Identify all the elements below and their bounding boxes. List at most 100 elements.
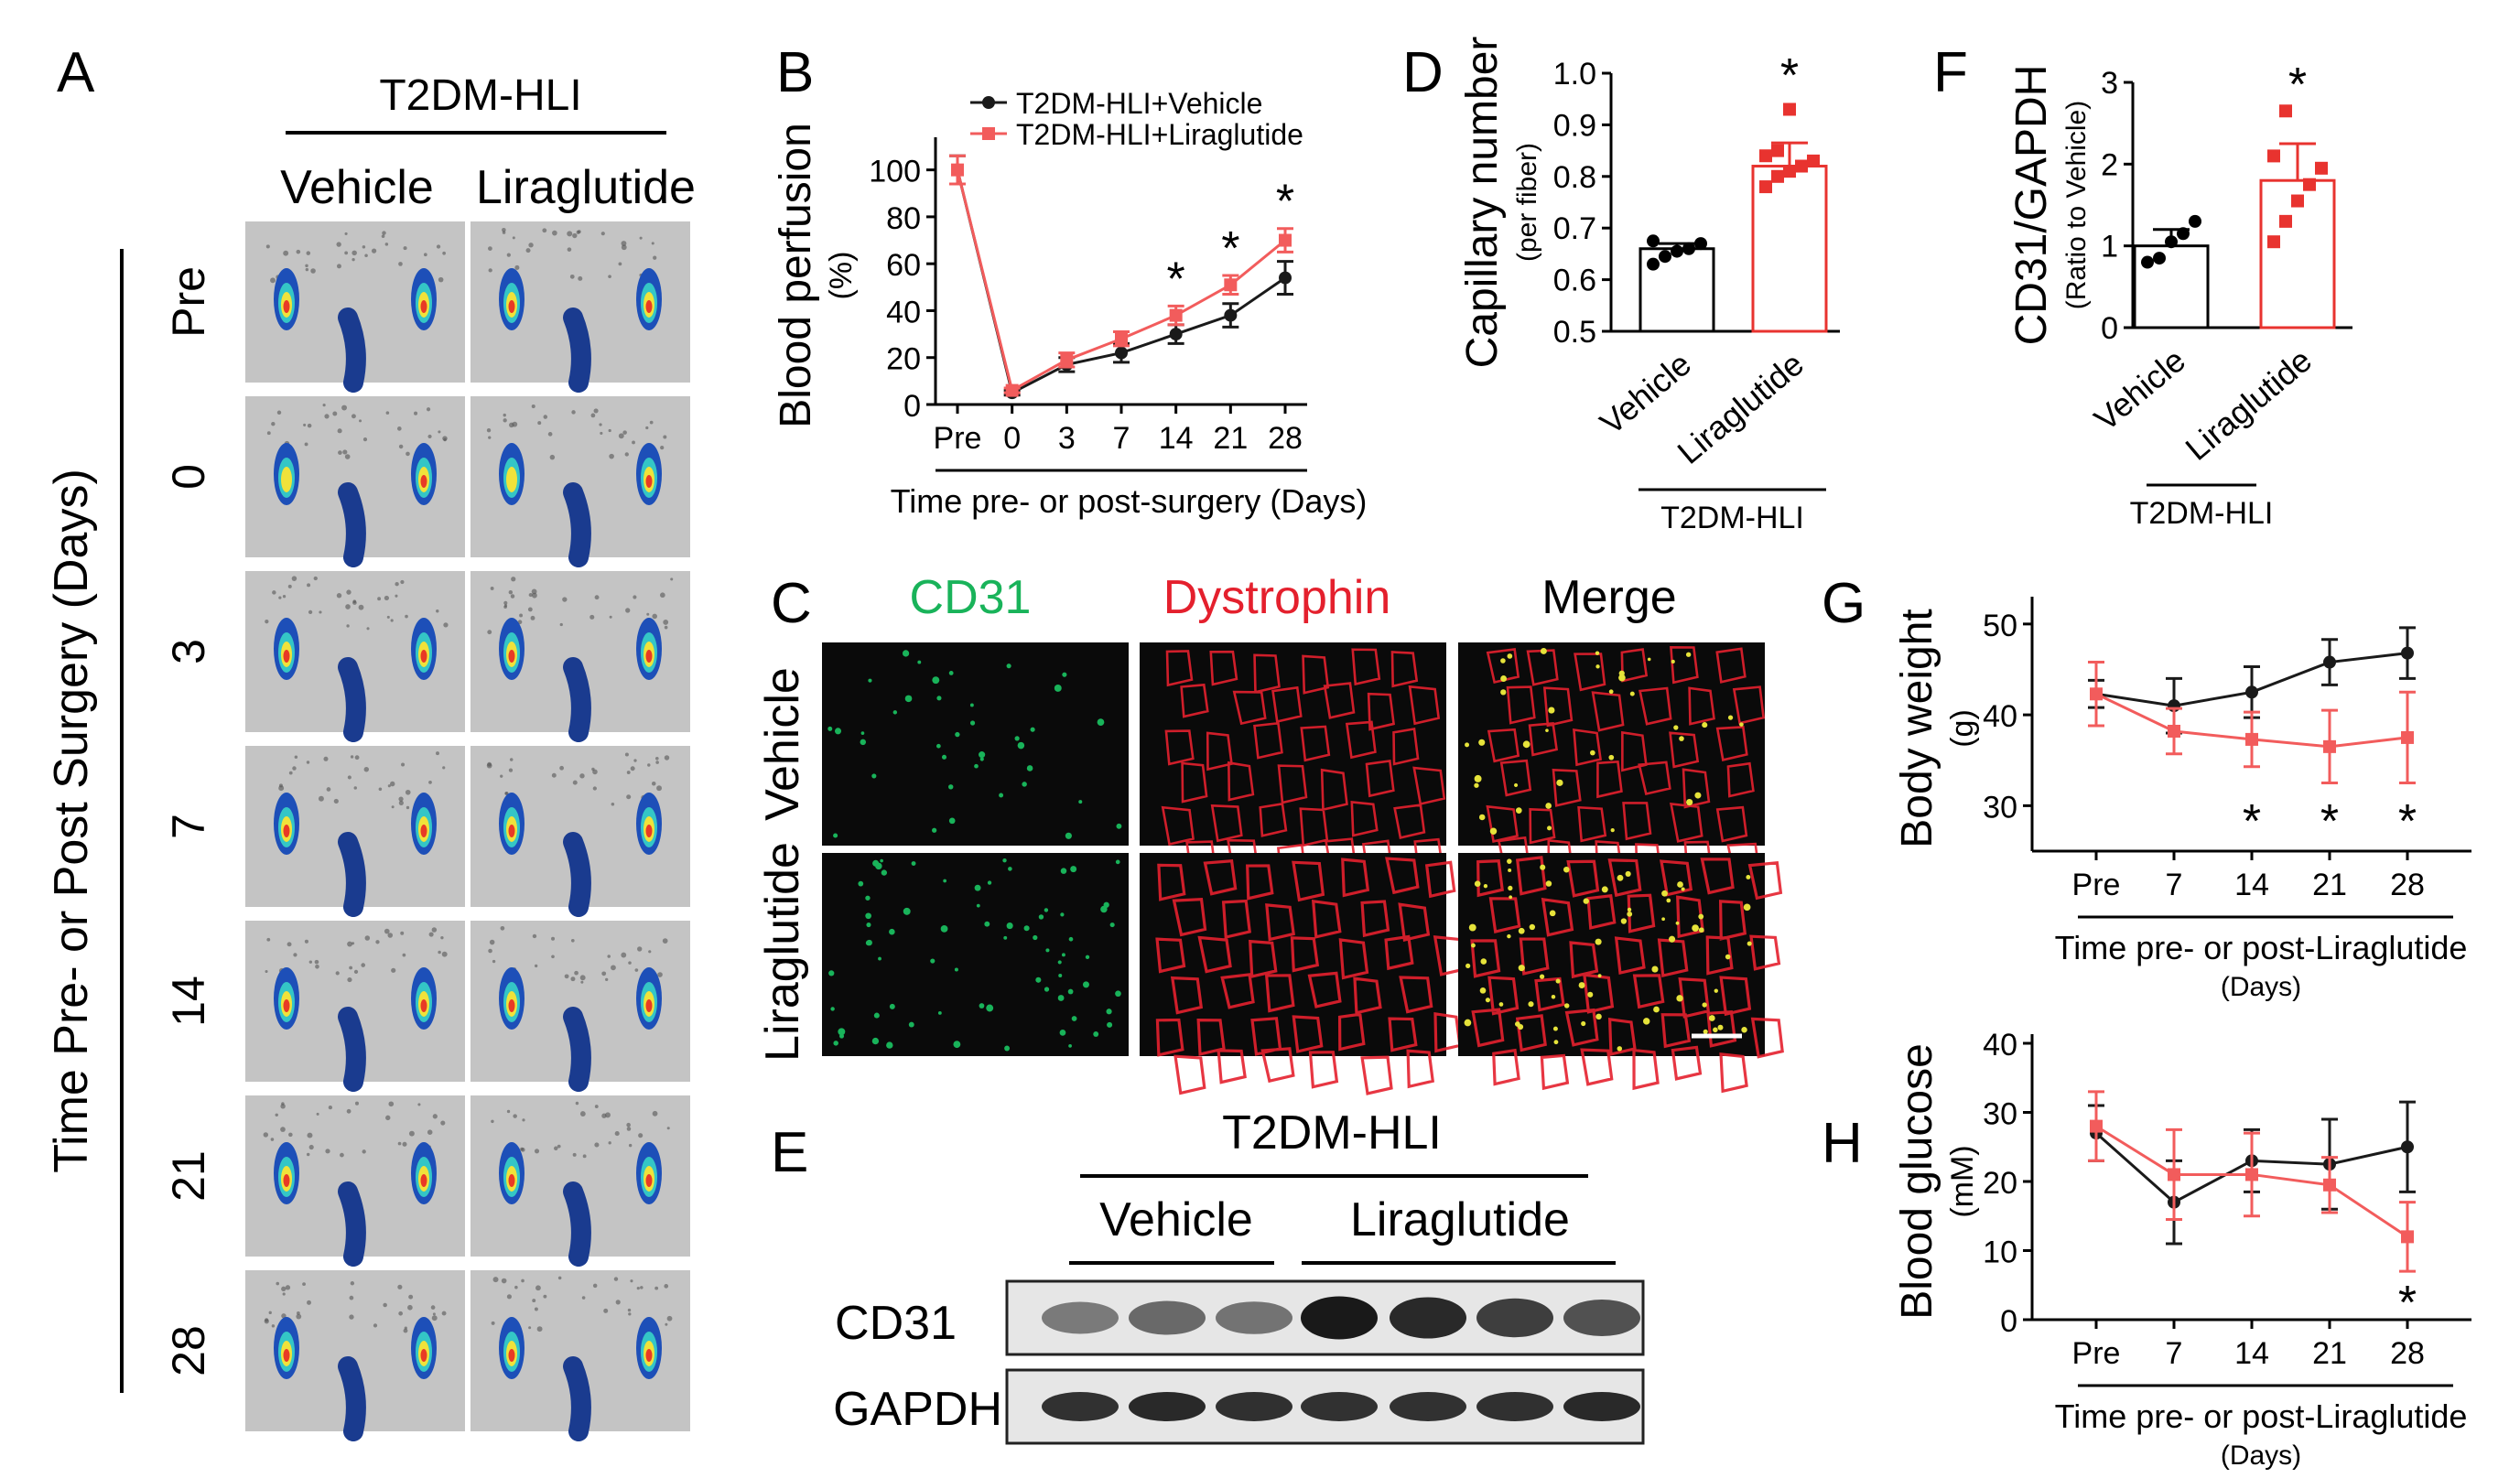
x-tick-label: Pre <box>2072 868 2121 902</box>
capillary-signal <box>1714 988 1718 993</box>
capillary-signal <box>1006 663 1011 669</box>
capillary-signal <box>1549 910 1556 917</box>
capillary-signal <box>1045 948 1050 953</box>
blot-band <box>1563 1300 1640 1336</box>
noise-speck <box>579 1111 586 1117</box>
x-tick-label: 0 <box>1003 421 1021 456</box>
noise-speck <box>363 767 370 772</box>
data-point <box>1224 278 1238 292</box>
paw-perfusion <box>274 967 299 1030</box>
noise-speck <box>509 758 514 761</box>
noise-speck <box>426 407 431 412</box>
noise-speck <box>319 610 322 614</box>
capillary-signal <box>1068 1043 1072 1048</box>
noise-speck <box>406 805 410 810</box>
data-point <box>2401 1140 2414 1154</box>
noise-speck <box>613 1277 619 1281</box>
y-tick-label: 0.7 <box>1553 211 1596 246</box>
noise-speck <box>572 1152 577 1157</box>
noise-speck <box>305 267 309 272</box>
noise-speck <box>384 595 390 601</box>
noise-speck <box>353 969 359 975</box>
capillary-signal <box>1483 884 1488 889</box>
x-axis-label: Time pre- or post-surgery (Days) <box>891 482 1368 520</box>
noise-speck <box>306 251 311 255</box>
capillary-signal <box>1067 988 1074 995</box>
y-tick-label: 1.0 <box>1553 57 1596 92</box>
noise-speck <box>305 264 308 268</box>
panel-letter-c: C <box>771 572 812 635</box>
fluorescence-image <box>1140 853 1467 1095</box>
noise-speck <box>624 752 629 757</box>
noise-speck <box>488 246 492 251</box>
paw-peak <box>645 650 653 663</box>
blot-band <box>1476 1392 1553 1421</box>
x-tick-label: 28 <box>2390 1336 2425 1371</box>
noise-speck <box>432 1114 438 1119</box>
capillary-signal <box>873 1012 880 1019</box>
noise-speck <box>599 423 602 426</box>
capillary-signal <box>1578 982 1585 989</box>
x-tick-label: 7 <box>2166 868 2183 902</box>
noise-speck <box>512 421 518 427</box>
noise-speck <box>417 1103 421 1106</box>
noise-speck <box>373 1323 378 1328</box>
noise-speck <box>549 454 556 460</box>
noise-speck <box>503 604 508 608</box>
capillary-signal <box>955 731 960 738</box>
significance-marker: * <box>1167 253 1185 306</box>
bar-vehicle <box>1639 234 1715 333</box>
data-point <box>1060 353 1074 367</box>
noise-speck <box>347 941 352 947</box>
laser-doppler-image <box>245 1095 465 1267</box>
capillary-signal <box>1115 990 1121 998</box>
capillary-signal <box>1106 1009 1112 1015</box>
capillary-signal <box>1563 866 1570 873</box>
capillary-signal <box>1703 1029 1708 1034</box>
capillary-signal <box>830 1007 835 1011</box>
noise-speck <box>543 1294 547 1299</box>
paw-peak <box>283 300 290 313</box>
noise-speck <box>512 236 515 240</box>
capillary-signal <box>903 907 911 915</box>
noise-speck <box>278 785 285 792</box>
noise-speck <box>307 1300 311 1305</box>
noise-speck <box>576 230 580 234</box>
panel-f: F 0 1 2 3 Vehicle * Liraglutide T2DM-HLI CD31/GA… <box>1933 41 2352 531</box>
noise-speck <box>349 1295 354 1300</box>
capillary-signal <box>1465 963 1471 969</box>
chart-d: 0.5 0.6 0.7 0.8 0.9 1.0 Vehicle * Liraglutide T2D… <box>1458 37 1840 535</box>
blot-band <box>1216 1392 1292 1421</box>
noise-speck <box>528 1326 532 1330</box>
noise-speck <box>366 627 370 631</box>
noise-speck <box>318 795 324 802</box>
noise-speck <box>625 608 631 613</box>
y-tick-label: 10 <box>1983 1235 2017 1270</box>
blot-band <box>1563 1392 1640 1421</box>
capillary-signal <box>1625 870 1631 878</box>
image-background <box>1140 642 1446 846</box>
data-point <box>2245 732 2258 746</box>
noise-speck <box>488 268 492 273</box>
paw-peak <box>420 300 427 313</box>
noise-speck <box>287 584 292 588</box>
panel-a-col-vehicle: Vehicle <box>280 161 434 214</box>
noise-speck <box>377 597 382 601</box>
capillary-signal <box>1547 825 1552 831</box>
capillary-signal <box>1702 722 1708 728</box>
noise-speck <box>569 274 575 279</box>
noise-speck <box>270 1138 275 1141</box>
data-point <box>1694 237 1707 251</box>
noise-speck <box>408 1130 415 1137</box>
noise-speck <box>346 1108 352 1114</box>
panel-a-row-label: 21 <box>163 1150 214 1202</box>
laser-doppler-image <box>470 921 690 1092</box>
capillary-signal <box>880 858 883 863</box>
data-point <box>2323 1178 2336 1192</box>
capillary-signal <box>932 676 940 685</box>
capillary-signal <box>948 784 954 790</box>
capillary-signal <box>1026 765 1033 771</box>
capillary-signal <box>1068 936 1074 942</box>
noise-speck <box>328 1105 333 1110</box>
noise-speck <box>443 622 449 628</box>
